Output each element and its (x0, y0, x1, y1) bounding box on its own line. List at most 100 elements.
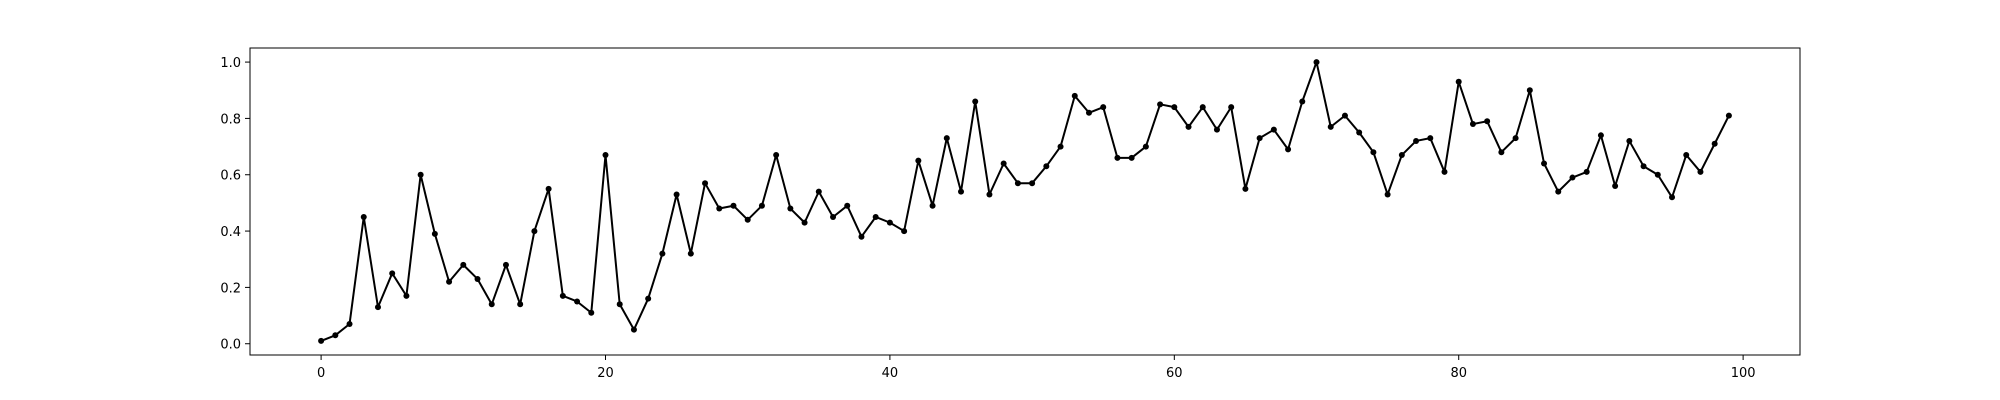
data-point (645, 295, 652, 302)
data-point (1242, 185, 1249, 192)
data-point (1484, 118, 1491, 125)
data-point (702, 180, 709, 187)
data-point (1057, 143, 1064, 150)
data-point (716, 205, 723, 212)
x-tick-label: 40 (882, 366, 899, 381)
data-point (488, 301, 495, 308)
data-point (1526, 87, 1533, 94)
data-point (1356, 129, 1363, 136)
data-point (1128, 154, 1135, 161)
data-point (1029, 180, 1036, 187)
data-point (830, 213, 837, 220)
data-point (460, 261, 467, 268)
x-tick-label: 80 (1450, 366, 1467, 381)
data-point (1014, 180, 1021, 187)
data-point (1285, 146, 1292, 153)
data-point (1100, 104, 1107, 111)
data-point (1071, 92, 1078, 99)
series-line (320, 61, 1730, 342)
data-point (1228, 104, 1235, 111)
y-tick-label: 0.6 (220, 169, 241, 184)
data-point (502, 261, 509, 268)
data-point (687, 250, 694, 257)
data-point (929, 202, 936, 209)
data-point (1498, 149, 1505, 156)
data-point (1398, 152, 1405, 159)
axis-ticks: 0 20 40 60 80 100 0.0 0.2 0.4 0.6 0.8 1.0 (220, 56, 1755, 381)
y-tick-label: 0.8 (220, 112, 241, 127)
data-point (943, 135, 950, 142)
data-point (1626, 137, 1633, 144)
x-tick-label: 100 (1731, 366, 1756, 381)
data-point (389, 270, 396, 277)
data-point (744, 216, 751, 223)
y-tick-label: 1.0 (220, 56, 241, 71)
data-point (1683, 152, 1690, 159)
data-point (1384, 191, 1391, 198)
data-point (972, 98, 979, 105)
data-point (844, 202, 851, 209)
x-tick-label: 0 (317, 366, 325, 381)
data-point (1427, 135, 1434, 142)
data-point (1256, 135, 1263, 142)
data-point (1555, 188, 1562, 195)
y-tick-label: 0.2 (220, 281, 241, 296)
data-point (1157, 101, 1164, 108)
data-point (986, 191, 993, 198)
data-point (915, 157, 922, 164)
data-point (787, 205, 794, 212)
data-point (1441, 168, 1448, 175)
data-point (1185, 123, 1192, 130)
data-point (1725, 112, 1732, 119)
plot-area (318, 59, 1732, 344)
data-point (1213, 126, 1220, 133)
y-tick-label: 0.0 (220, 338, 241, 353)
data-point (1370, 149, 1377, 156)
data-point (588, 309, 595, 316)
data-point (1171, 104, 1178, 111)
data-point (1085, 109, 1092, 116)
y-tick-label: 0.4 (220, 225, 241, 240)
data-point (1142, 143, 1149, 150)
data-point (886, 219, 893, 226)
data-point (730, 202, 737, 209)
data-point (602, 152, 609, 159)
data-point (545, 185, 552, 192)
data-point (1114, 154, 1121, 161)
data-point (360, 213, 367, 220)
data-point (446, 278, 453, 285)
data-point (1597, 132, 1604, 139)
data-point (431, 230, 438, 237)
data-point (1313, 59, 1320, 66)
data-point (474, 275, 481, 282)
data-point (1270, 126, 1277, 133)
data-point (1654, 171, 1661, 178)
data-point (417, 171, 424, 178)
data-point (574, 298, 581, 305)
data-point (318, 337, 325, 344)
data-point (1541, 160, 1548, 167)
data-point (659, 250, 666, 257)
data-point (1711, 140, 1718, 147)
data-point (1612, 183, 1619, 190)
x-tick-label: 20 (597, 366, 614, 381)
data-point (1199, 104, 1206, 111)
data-point (1469, 121, 1476, 128)
data-point (872, 213, 879, 220)
data-point (1569, 174, 1576, 181)
x-tick-label: 60 (1166, 366, 1183, 381)
data-point (958, 188, 965, 195)
data-point (1669, 194, 1676, 201)
data-point (1341, 112, 1348, 119)
data-point (346, 321, 353, 328)
data-point (332, 332, 339, 339)
data-point (1299, 98, 1306, 105)
data-point (517, 301, 524, 308)
data-point (1512, 135, 1519, 142)
plot-frame (249, 47, 1801, 356)
data-point (1640, 163, 1647, 170)
data-point (773, 152, 780, 159)
data-point (1000, 160, 1007, 167)
data-point (901, 228, 908, 235)
